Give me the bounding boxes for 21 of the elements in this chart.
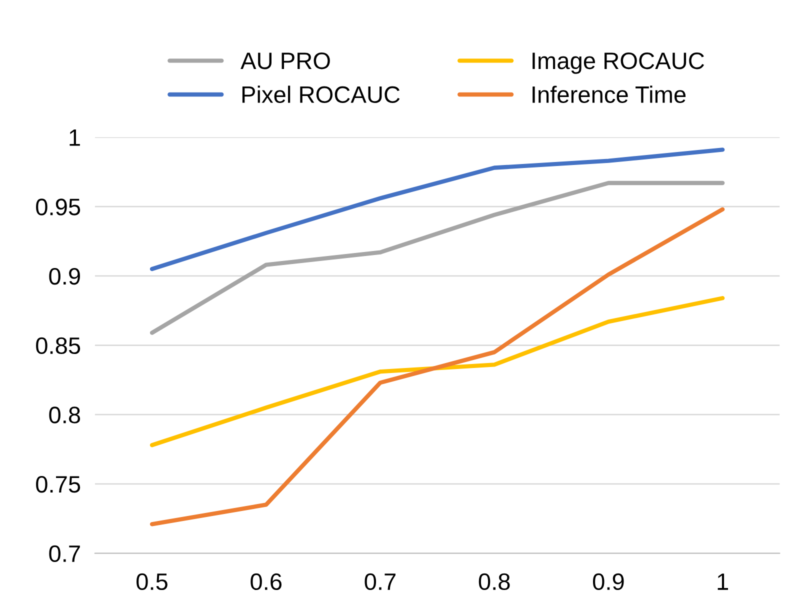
line-series [150,296,725,448]
y-tick-label: 0.9 [49,268,80,285]
legend-label: Image ROCAUC [532,52,704,74]
line-series [150,180,725,335]
x-tick-label: 0.6 [250,573,282,590]
y-tick-label: 0.8 [49,406,80,424]
y-tick-label: 1 [70,130,80,146]
x-tick-label: 0.8 [478,573,510,590]
legend-label: Pixel ROCAUC [242,86,400,104]
y-tick-label: 0.7 [49,545,80,562]
y-tick-label: 0.75 [36,476,80,493]
x-tick-label: 0.7 [364,573,396,590]
x-tick-label: 1 [718,574,728,590]
x-tick-label: 0.9 [592,573,624,590]
y-tick-label: 0.95 [36,198,80,216]
line-series [150,148,725,272]
legend-label: AU PRO [240,52,330,70]
line-series [150,207,725,526]
y-tick-label: 0.85 [36,337,80,354]
x-tick-label: 0.5 [136,573,168,590]
legend-label: Inference Time [532,86,686,104]
